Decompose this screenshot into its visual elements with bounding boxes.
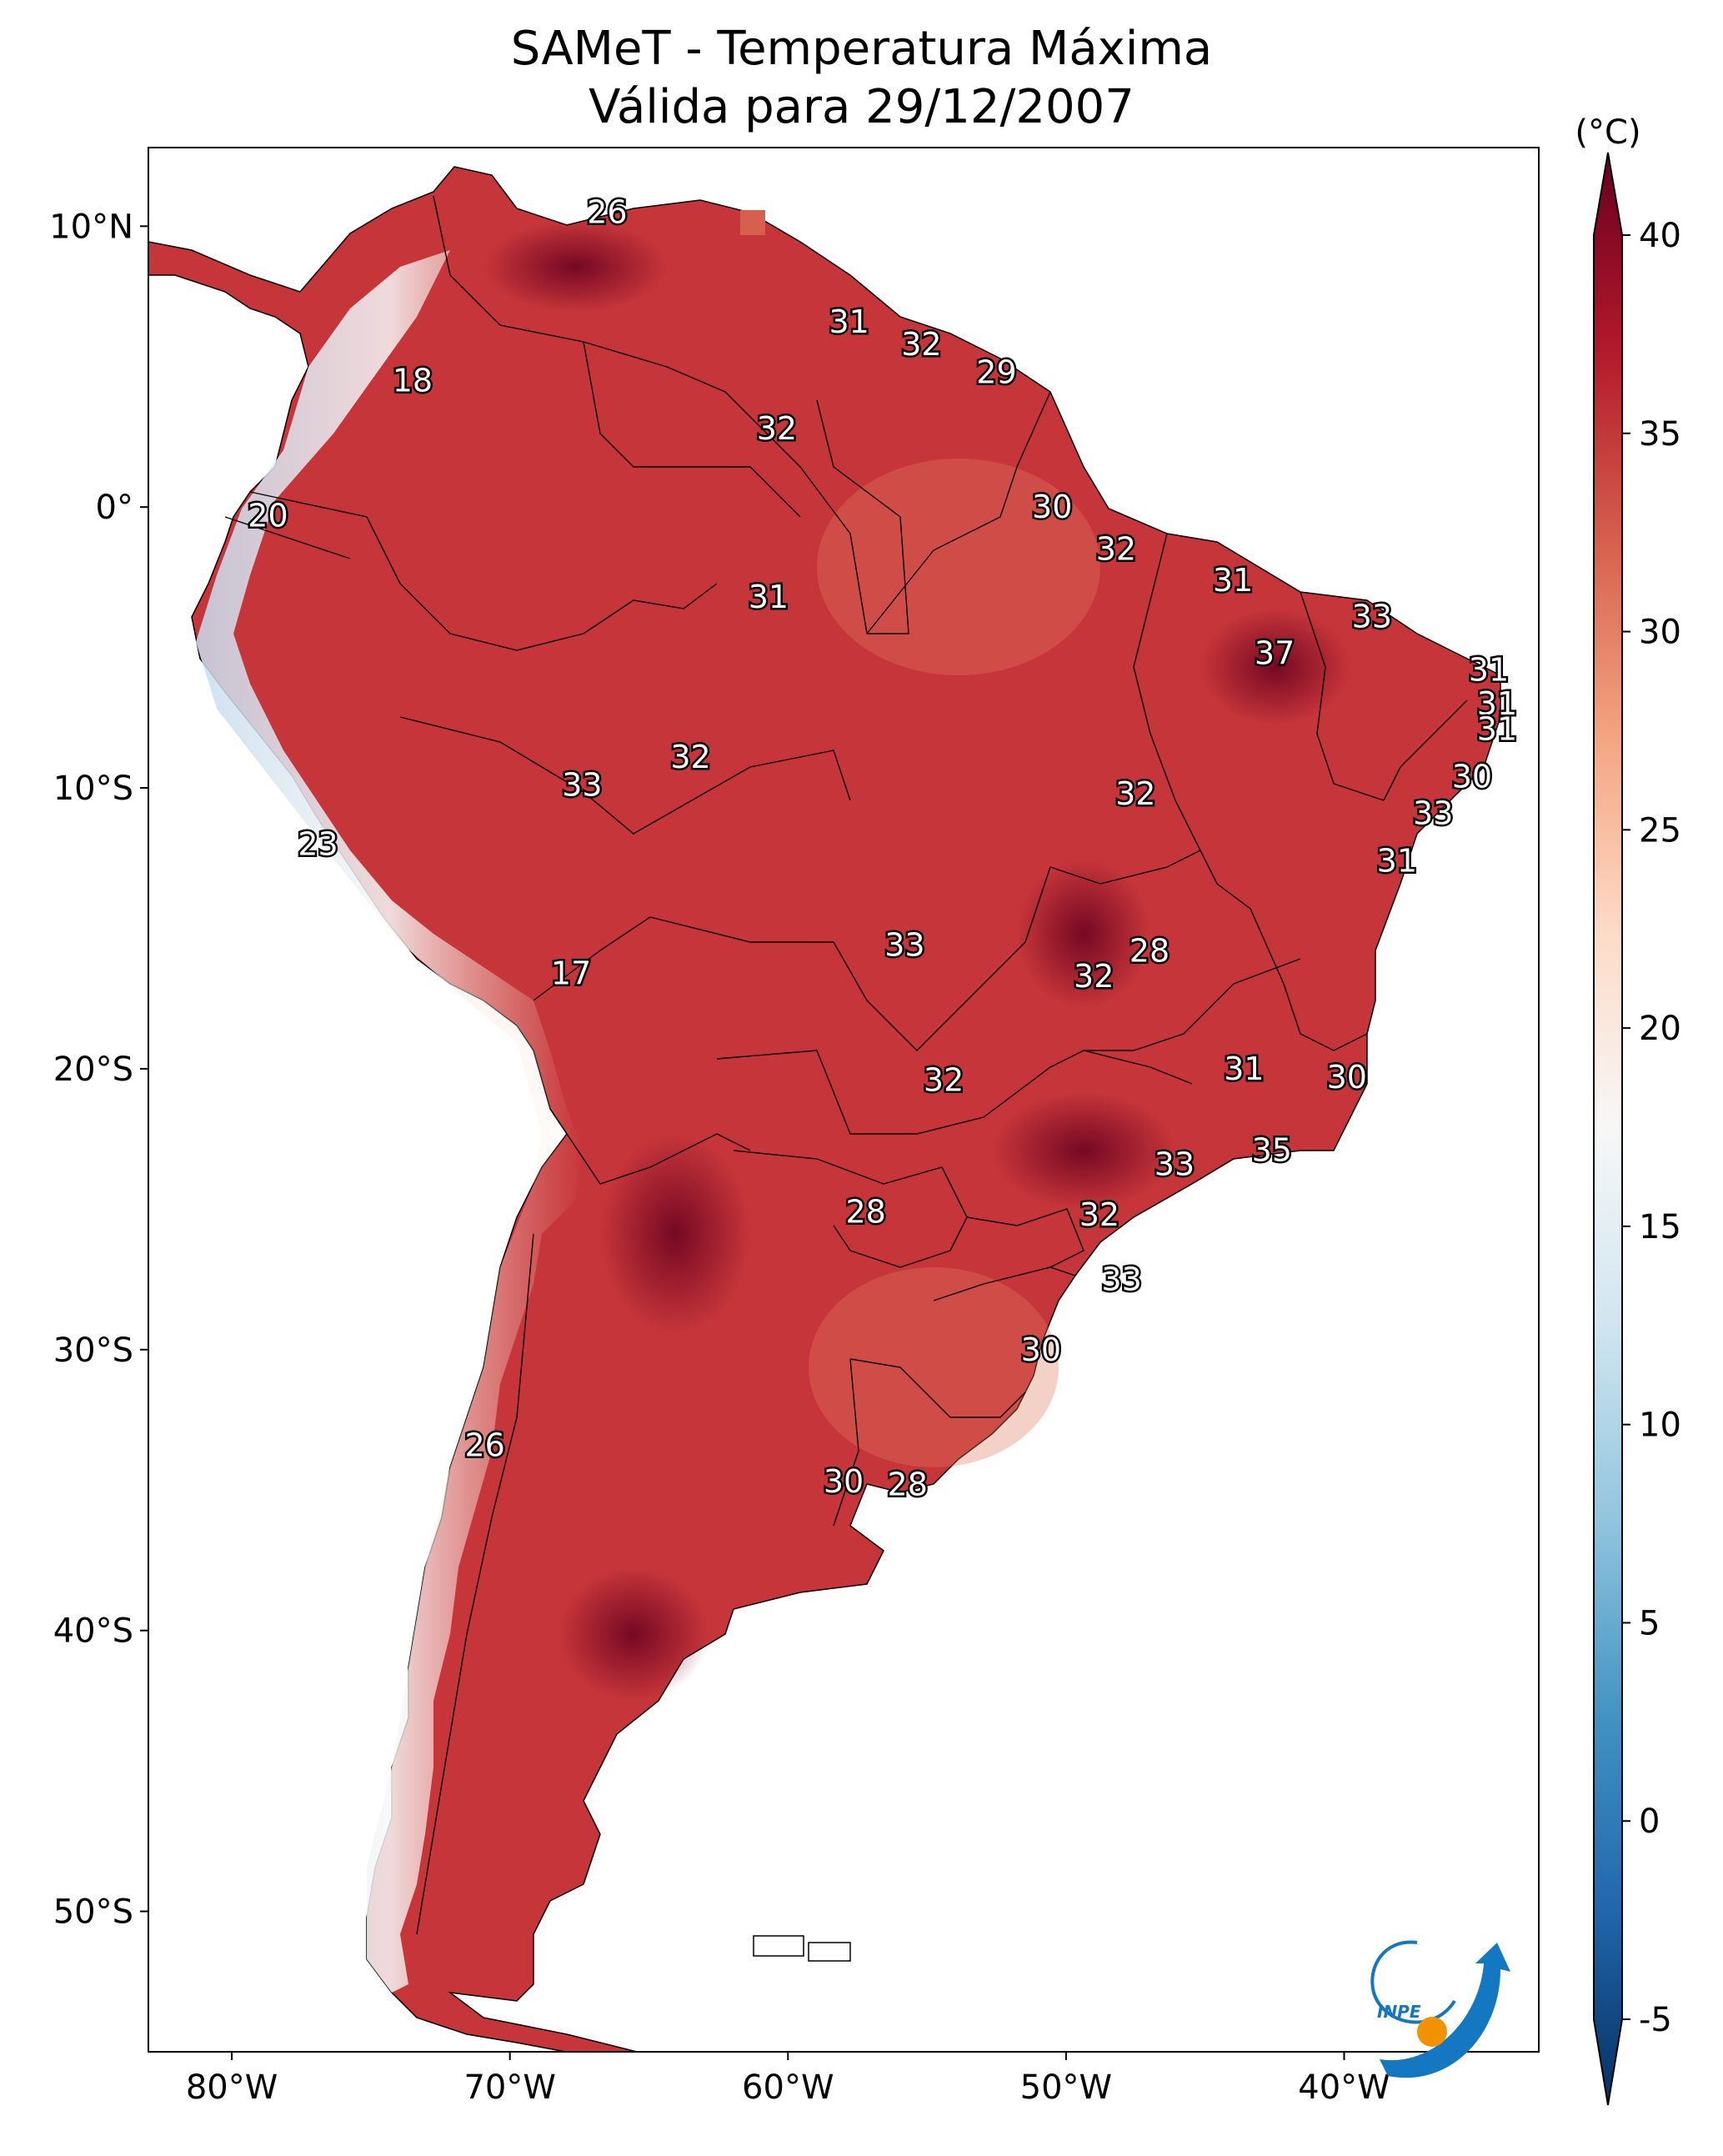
contour-label: 30 xyxy=(1452,759,1492,795)
hotspot-sao-paulo xyxy=(992,1092,1175,1209)
contour-label: 31 xyxy=(1377,843,1417,880)
contour-label: 20 xyxy=(248,497,288,534)
colorbar-tick-label: 15 xyxy=(1639,1208,1681,1246)
contour-label: 33 xyxy=(884,927,924,964)
contour-label: 29 xyxy=(976,353,1016,390)
colorbar-tick-label: 20 xyxy=(1639,1010,1681,1048)
contour-label: 30 xyxy=(1021,1331,1061,1368)
colorbar-tick-label: 10 xyxy=(1639,1406,1681,1445)
colorbar-tick-label: 40 xyxy=(1639,217,1681,255)
longitude-axis: 80°W 70°W 60°W 50°W 40°W xyxy=(186,2052,1390,2107)
contour-label: 31 xyxy=(1477,710,1517,747)
contour-label: 33 xyxy=(1413,795,1453,831)
island-trinidad xyxy=(740,210,765,235)
lat-tick-label: 40°S xyxy=(53,1612,133,1651)
lat-tick-label: 0° xyxy=(96,489,133,527)
lon-tick-label: 80°W xyxy=(186,2068,278,2107)
colorbar-tick-label: 0 xyxy=(1639,1803,1660,1841)
contour-label: 28 xyxy=(1129,932,1170,969)
hotspot-argentina-north xyxy=(600,1134,750,1334)
logo-swoosh xyxy=(1380,1943,1510,2078)
colorbar-tick-label: 5 xyxy=(1639,1604,1660,1642)
map-frame xyxy=(148,147,1540,2053)
contour-label: 31 xyxy=(1224,1050,1264,1087)
contour-label: 33 xyxy=(562,767,602,804)
south-america-land xyxy=(148,166,1501,2052)
country-borders xyxy=(224,195,1468,1935)
lat-tick-label: 50°S xyxy=(53,1893,133,1932)
colorbar-scale xyxy=(1593,152,1623,2106)
contour-label: 31 xyxy=(1469,652,1509,689)
colorbar-tick-label: 25 xyxy=(1639,811,1681,850)
island-falklands-b xyxy=(808,1942,851,1962)
lat-tick-label: 20°S xyxy=(53,1050,133,1089)
contour-label: 33 xyxy=(1352,599,1392,635)
latitude-axis: 10°N 0° 10°S 20°S 30°S 40°S 50°S xyxy=(49,208,148,1932)
contour-label: 28 xyxy=(888,1467,928,1503)
contour-label: 31 xyxy=(749,579,789,615)
contour-label: 32 xyxy=(1115,775,1155,812)
logo-sun xyxy=(1417,2017,1447,2047)
lat-tick-label: 30°S xyxy=(53,1331,133,1370)
contour-label: 17 xyxy=(551,955,591,991)
map-title: SAMeT - Temperatura Máxima xyxy=(510,22,1213,76)
contour-label: 31 xyxy=(829,303,869,340)
contour-label: 23 xyxy=(298,825,338,862)
logo-text: INPE xyxy=(1377,2002,1421,2022)
colorbar-unit: (°C) xyxy=(1575,113,1640,152)
contour-label: 32 xyxy=(1096,531,1136,568)
contour-label: 31 xyxy=(1477,685,1517,722)
colorbar-tick-label: 30 xyxy=(1639,614,1681,652)
lat-tick-label: 10°N xyxy=(49,208,133,246)
colorbar-tick-label: 35 xyxy=(1639,415,1681,454)
map-subtitle: Válida para 29/12/2007 xyxy=(589,80,1134,134)
contour-label: 28 xyxy=(846,1194,886,1231)
lon-tick-label: 70°W xyxy=(463,2068,555,2107)
contour-label: 26 xyxy=(464,1426,504,1463)
mild-zone-para xyxy=(817,459,1100,675)
island-falklands-a xyxy=(753,1935,804,1957)
lat-tick-label: 10°S xyxy=(53,770,133,808)
contour-label: 32 xyxy=(924,1061,964,1098)
colorbar-ticks: 40 35 30 25 20 15 10 5 0 -5 xyxy=(1622,217,1681,2039)
lon-tick-label: 40°W xyxy=(1298,2068,1390,2107)
lon-tick-label: 60°W xyxy=(742,2068,834,2107)
contour-label: 32 xyxy=(1079,1196,1119,1233)
contour-label: 37 xyxy=(1255,634,1295,671)
contour-label: 30 xyxy=(824,1463,864,1500)
inpe-logo: INPE xyxy=(1370,1940,1510,2078)
hotspot-patagonia xyxy=(558,1567,709,1701)
contour-label: 32 xyxy=(670,739,710,775)
contour-label: 18 xyxy=(393,363,433,399)
hotspot-goias xyxy=(1017,859,1150,1009)
contour-label: 35 xyxy=(1252,1132,1292,1169)
contour-label: 32 xyxy=(1074,958,1114,995)
contour-label: 30 xyxy=(1327,1059,1367,1096)
lon-tick-label: 50°W xyxy=(1020,2068,1112,2107)
contour-label: 26 xyxy=(587,193,627,230)
contour-label: 33 xyxy=(1101,1261,1141,1298)
contour-label: 31 xyxy=(1213,562,1253,599)
contour-label: 30 xyxy=(1032,489,1072,525)
contour-label: 32 xyxy=(757,410,797,447)
hotspot-venezuela xyxy=(483,221,667,313)
colorbar-tick-label: -5 xyxy=(1639,2001,1672,2039)
hotspot-piaui xyxy=(1200,609,1350,725)
contour-label: 32 xyxy=(901,326,941,363)
contour-label: 33 xyxy=(1155,1146,1195,1182)
colorbar: (°C) 40 35 30 25 20 15 10 5 0 -5 xyxy=(1575,113,1681,2106)
